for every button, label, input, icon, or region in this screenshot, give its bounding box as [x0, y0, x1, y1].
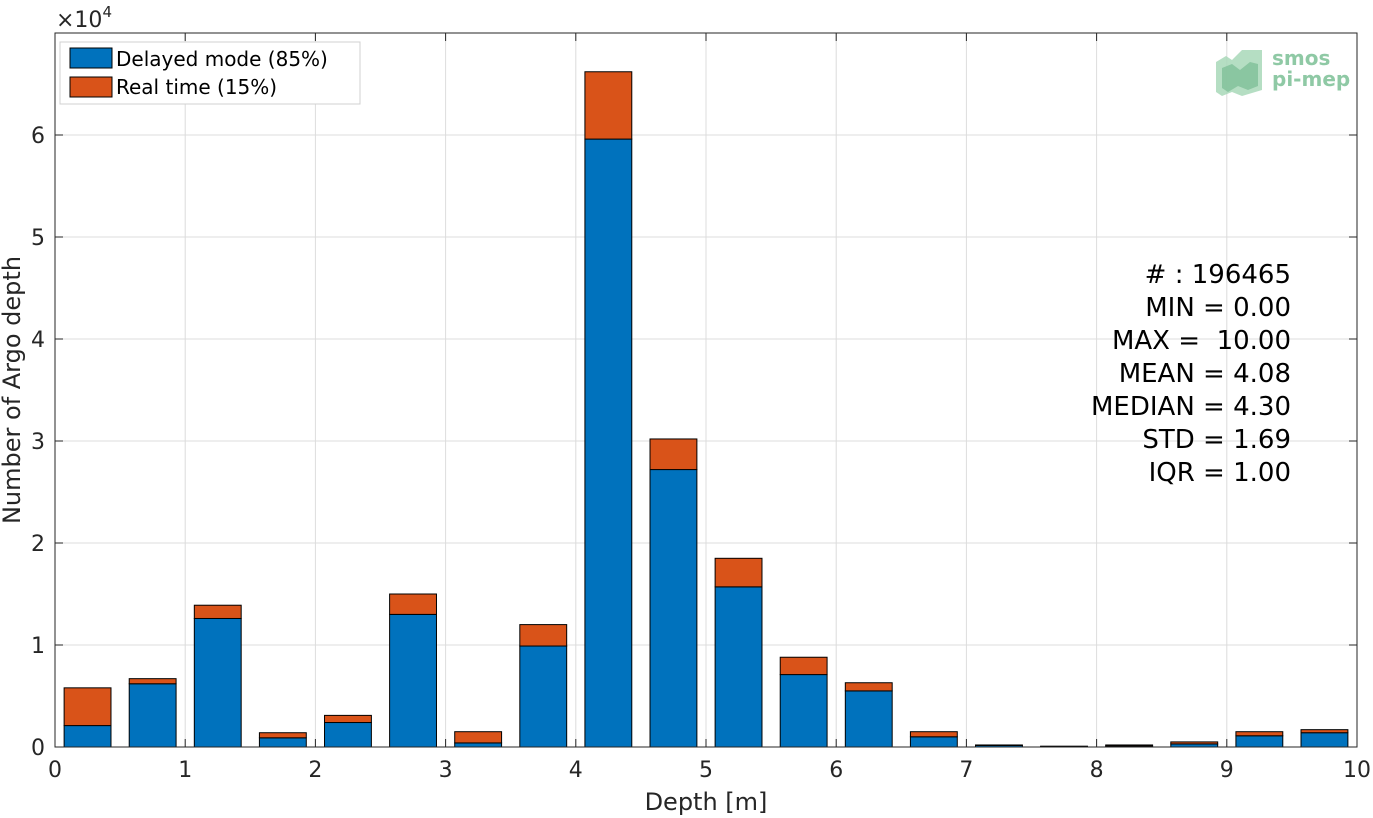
bar-real-time — [779, 656, 828, 676]
bar-real-time — [714, 557, 763, 588]
x-tick-label: 7 — [959, 758, 973, 783]
x-tick-label: 1 — [178, 758, 192, 783]
bar-delayed-mode — [63, 725, 112, 748]
x-tick-label: 4 — [569, 758, 583, 783]
bar-real-time — [1170, 741, 1219, 745]
y-tick-label: 6 — [31, 124, 45, 149]
bar-real-time — [584, 71, 633, 140]
y-tick-label: 5 — [31, 226, 45, 251]
bar-real-time — [193, 604, 242, 619]
y-axis-title: Number of Argo depth — [0, 256, 26, 524]
bar-delayed-mode — [584, 138, 633, 748]
legend-swatch-delayed — [69, 47, 113, 69]
x-tick-label: 2 — [308, 758, 322, 783]
bar-real-time — [844, 682, 893, 692]
bar-delayed-mode — [258, 737, 307, 748]
stat-median: MEDIAN = 4.30 — [1091, 392, 1291, 422]
stat-mean: MEAN = 4.08 — [1119, 359, 1291, 389]
bar-delayed-mode — [389, 613, 437, 748]
y-tick-label: 0 — [31, 736, 45, 761]
ticks: 0 1 2 3 4 5 6 7 8 9 10 0 1 2 3 4 5 6 — [31, 33, 1371, 783]
bar-real-time — [258, 732, 307, 739]
bar-delayed-mode — [779, 674, 828, 748]
y-exponent-label: ×104 — [56, 3, 112, 33]
bar-real-time — [454, 731, 503, 744]
x-axis-title: Depth [m] — [645, 788, 768, 816]
stat-std: STD = 1.69 — [1142, 425, 1291, 455]
bar-delayed-mode — [454, 742, 503, 748]
logo-text-pimep: pi-mep — [1272, 67, 1350, 91]
stat-iqr: IQR = 1.00 — [1149, 458, 1291, 488]
x-tick-label: 6 — [829, 758, 843, 783]
bar-real-time — [909, 731, 958, 738]
bar-delayed-mode — [519, 645, 568, 748]
smos-pi-mep-logo: smos pi-mep — [1216, 46, 1350, 96]
bar-real-time — [1235, 731, 1284, 737]
x-tick-label: 9 — [1220, 758, 1234, 783]
y-tick-label: 1 — [31, 634, 45, 659]
legend-label-realtime: Real time (15%) — [116, 75, 277, 99]
logo-text-smos: smos — [1272, 46, 1330, 70]
bar-delayed-mode — [324, 722, 372, 748]
y-tick-label: 3 — [31, 430, 45, 455]
grid — [55, 33, 1357, 747]
x-tick-label: 0 — [48, 758, 62, 783]
y-tick-label: 2 — [31, 532, 45, 557]
x-tick-label: 5 — [699, 758, 713, 783]
bar-real-time — [389, 593, 437, 615]
bar-delayed-mode — [1300, 732, 1349, 748]
bar-delayed-mode — [193, 617, 242, 748]
bar-real-time — [128, 678, 177, 685]
bar-delayed-mode — [844, 690, 893, 748]
stat-count: # : 196465 — [1145, 260, 1291, 290]
legend-label-delayed: Delayed mode (85%) — [116, 47, 328, 71]
bar-real-time — [1105, 744, 1154, 747]
bar-real-time — [519, 624, 568, 647]
logo-wave-icon-shade — [1222, 62, 1258, 92]
bar-delayed-mode — [714, 586, 763, 748]
bar-real-time — [324, 714, 372, 724]
bars — [63, 71, 1349, 748]
x-tick-label: 8 — [1090, 758, 1104, 783]
bar-real-time — [649, 438, 698, 471]
legend: Delayed mode (85%) Real time (15%) — [59, 41, 361, 105]
bar-real-time — [975, 744, 1023, 746]
bar-real-time — [63, 687, 112, 727]
stats-box: # : 196465 MIN = 0.00 MAX = 10.00 MEAN =… — [1091, 260, 1291, 488]
stat-max: MAX = 10.00 — [1112, 326, 1291, 356]
bar-delayed-mode — [128, 683, 177, 748]
stat-min: MIN = 0.00 — [1145, 293, 1291, 323]
bar-delayed-mode — [909, 736, 958, 748]
x-tick-label: 10 — [1343, 758, 1371, 783]
x-tick-label: 3 — [439, 758, 453, 783]
y-tick-label: 4 — [31, 328, 45, 353]
bar-real-time — [1300, 729, 1349, 734]
legend-swatch-realtime — [69, 76, 113, 98]
y-exponent-power: 4 — [102, 3, 112, 21]
bar-delayed-mode — [1235, 735, 1284, 748]
bar-delayed-mode — [649, 469, 698, 748]
